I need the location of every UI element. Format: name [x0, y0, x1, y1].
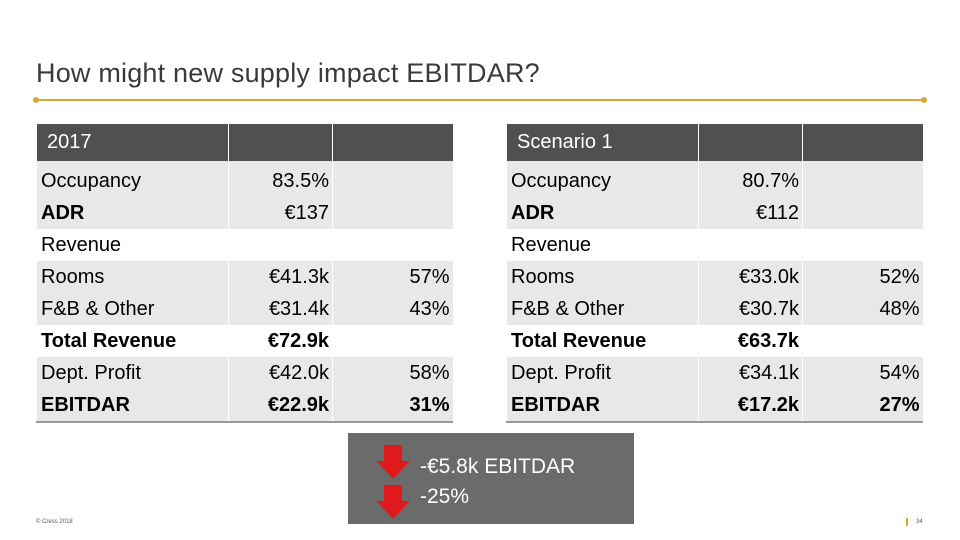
down-arrow-icon [376, 485, 410, 519]
row-value: €112 [698, 197, 803, 229]
row-pct [802, 165, 923, 197]
row-label: Revenue [506, 229, 699, 261]
callout-ebitdar-change: -€5.8k EBITDAR [420, 455, 576, 478]
row-pct [802, 197, 923, 229]
row-label: Occupancy [36, 165, 229, 197]
row-value [228, 229, 333, 261]
page-number: 34 [906, 518, 923, 526]
row-label: Total Revenue [36, 325, 229, 357]
row-pct: 43% [332, 293, 453, 325]
row-pct [802, 229, 923, 261]
row-pct [332, 197, 453, 229]
table-header-scenario-1: Scenario 1 [506, 124, 699, 161]
row-label: Total Revenue [506, 325, 699, 357]
row-label: EBITDAR [506, 389, 699, 423]
row-value: €42.0k [228, 357, 333, 389]
table-header-2017: 2017 [36, 124, 229, 161]
row-label: Dept. Profit [36, 357, 229, 389]
row-value: €30.7k [698, 293, 803, 325]
table-2017: 2017 Occupancy 83.5% ADR €137 Revenue Ro… [36, 124, 453, 423]
row-label: Occupancy [506, 165, 699, 197]
row-value: €17.2k [698, 389, 803, 423]
title-divider [33, 97, 927, 103]
row-label: ADR [506, 197, 699, 229]
row-value: €63.7k [698, 325, 803, 357]
callout-percent-change: -25% [420, 485, 470, 508]
row-value: €22.9k [228, 389, 333, 423]
row-value: 80.7% [698, 165, 803, 197]
row-pct [332, 165, 453, 197]
row-label: Dept. Profit [506, 357, 699, 389]
row-pct [332, 229, 453, 261]
table-scenario-1: Scenario 1 Occupancy 80.7% ADR €112 Reve… [506, 124, 923, 423]
row-pct: 54% [802, 357, 923, 389]
row-pct: 52% [802, 261, 923, 293]
row-pct: 31% [332, 389, 453, 423]
down-arrow-icon [376, 445, 410, 479]
row-value: €34.1k [698, 357, 803, 389]
row-pct: 48% [802, 293, 923, 325]
row-pct: 58% [332, 357, 453, 389]
row-value: €72.9k [228, 325, 333, 357]
row-value: €33.0k [698, 261, 803, 293]
row-value [698, 229, 803, 261]
copyright-footer: © Cress 2018 [36, 519, 73, 525]
row-label: EBITDAR [36, 389, 229, 423]
ebitdar-impact-callout: -€5.8k EBITDAR -25% [348, 433, 634, 524]
row-label: Rooms [36, 261, 229, 293]
row-pct: 27% [802, 389, 923, 423]
row-value: €31.4k [228, 293, 333, 325]
row-pct [332, 325, 453, 357]
row-label: F&B & Other [506, 293, 699, 325]
row-pct: 57% [332, 261, 453, 293]
row-label: Revenue [36, 229, 229, 261]
row-value: €137 [228, 197, 333, 229]
page-title: How might new supply impact EBITDAR? [36, 58, 540, 88]
row-label: Rooms [506, 261, 699, 293]
row-pct [802, 325, 923, 357]
row-label: F&B & Other [36, 293, 229, 325]
row-value: €41.3k [228, 261, 333, 293]
row-label: ADR [36, 197, 229, 229]
row-value: 83.5% [228, 165, 333, 197]
